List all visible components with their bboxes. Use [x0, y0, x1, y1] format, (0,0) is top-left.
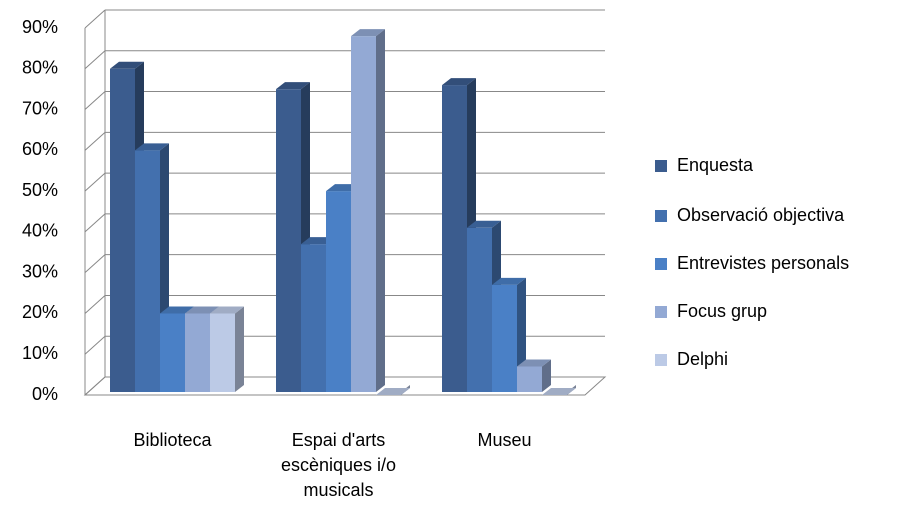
legend-swatch	[655, 210, 667, 222]
y-tick-label: 70%	[22, 98, 58, 118]
bar-front	[492, 284, 517, 392]
bar	[376, 385, 410, 395]
bar	[542, 385, 576, 395]
bar-top	[135, 143, 169, 151]
grid-line-side	[84, 376, 106, 396]
bar-top	[351, 29, 385, 37]
bar	[110, 61, 144, 393]
legend-swatch	[655, 306, 667, 318]
grid-line-side	[84, 131, 106, 151]
bar	[351, 29, 385, 393]
legend-label: Delphi	[677, 349, 728, 369]
bar-front	[442, 85, 467, 392]
bar-top	[376, 388, 410, 395]
bar-top	[276, 82, 310, 90]
bar-front	[160, 313, 185, 392]
bar-side	[235, 306, 244, 392]
bar-side	[376, 29, 385, 393]
bar-front	[467, 227, 492, 392]
grid-line-side	[84, 172, 106, 192]
bar-top	[160, 306, 194, 314]
bar-front	[135, 150, 160, 392]
bar-top	[210, 306, 244, 314]
bar-top	[185, 306, 219, 314]
y-tick-label: 30%	[22, 261, 58, 281]
bar-front	[276, 89, 301, 393]
grid-line-side	[84, 9, 106, 29]
bar-front	[185, 313, 210, 392]
y-tick-label: 20%	[22, 302, 58, 322]
grid-line-side	[84, 335, 106, 355]
x-tick-label: Biblioteca	[133, 430, 212, 450]
grid-line-side	[84, 91, 106, 110]
bar-top	[517, 359, 551, 367]
bar-front	[110, 68, 135, 393]
legend-label: Focus grup	[677, 301, 767, 321]
legend-swatch	[655, 160, 667, 172]
grid-line-side	[84, 213, 106, 233]
bar-front	[351, 36, 376, 393]
legend-label: Enquesta	[677, 155, 754, 175]
bar-front	[517, 366, 542, 392]
y-tick-label: 10%	[22, 343, 58, 363]
x-tick-label: Museu	[477, 430, 532, 450]
bar-top	[467, 220, 501, 228]
y-tick-label: 50%	[22, 180, 58, 200]
bar-top	[492, 277, 526, 285]
legend-label: Observació objectiva	[677, 205, 845, 225]
bar-front	[210, 313, 235, 392]
y-tick-label: 0%	[32, 384, 58, 404]
legend-label: Entrevistes personals	[677, 253, 849, 273]
grid-line-side	[84, 254, 106, 274]
x-tick-label: Espai d'arts escèniques i/o musicals	[280, 430, 397, 500]
legend-swatch	[655, 354, 667, 366]
legend-swatch	[655, 258, 667, 270]
bar-top	[110, 61, 144, 69]
bar-front	[301, 244, 326, 392]
bar-front	[326, 191, 351, 392]
y-tick-label: 60%	[22, 139, 58, 159]
bar-top	[542, 388, 576, 395]
y-tick-label: 80%	[22, 58, 58, 78]
bar	[517, 359, 551, 392]
grid-line-side	[84, 295, 106, 314]
bar-side	[542, 359, 551, 392]
grid-line-side	[84, 50, 106, 70]
bar	[301, 237, 335, 392]
y-tick-label: 90%	[22, 17, 58, 37]
bar-top	[442, 78, 476, 86]
bar	[210, 306, 244, 392]
y-tick-label: 40%	[22, 221, 58, 241]
